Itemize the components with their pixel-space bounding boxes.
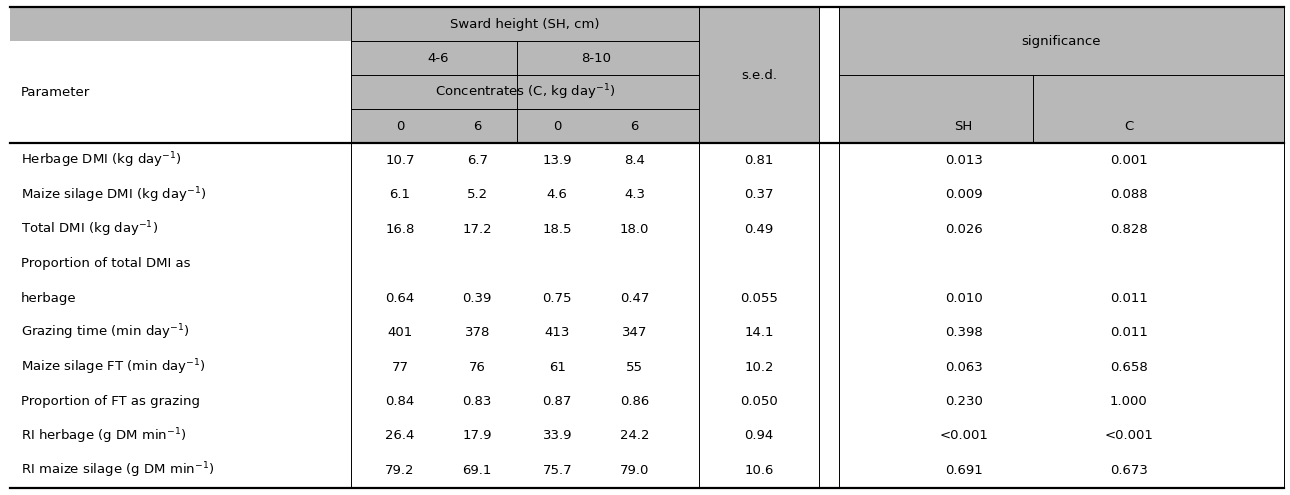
Text: 0.673: 0.673 (1109, 464, 1148, 477)
Text: 10.2: 10.2 (744, 360, 774, 374)
Text: Total DMI (kg day$^{-1}$): Total DMI (kg day$^{-1}$) (21, 219, 157, 239)
Text: 0.658: 0.658 (1109, 360, 1148, 374)
Text: 18.0: 18.0 (620, 223, 649, 236)
Bar (10, 7, 351, 42)
Text: 79.2: 79.2 (386, 464, 414, 477)
Text: 0.81: 0.81 (744, 154, 774, 167)
Text: 0.063: 0.063 (944, 360, 983, 374)
Text: Proportion of total DMI as: Proportion of total DMI as (21, 257, 190, 270)
Text: 55: 55 (626, 360, 644, 374)
Text: 0.013: 0.013 (944, 154, 983, 167)
Text: 347: 347 (622, 326, 648, 339)
Text: 0.050: 0.050 (740, 395, 778, 408)
Text: 0.026: 0.026 (944, 223, 983, 236)
Text: 8-10: 8-10 (580, 52, 611, 65)
Text: 10.7: 10.7 (386, 154, 414, 167)
Bar (351, 109, 699, 143)
Text: 5.2: 5.2 (467, 189, 488, 201)
Text: 69.1: 69.1 (463, 464, 491, 477)
Text: 4.3: 4.3 (624, 189, 645, 201)
Text: SH: SH (955, 120, 973, 133)
Text: 0.011: 0.011 (1109, 292, 1148, 305)
Text: 0.64: 0.64 (386, 292, 414, 305)
Bar (838, 42, 1284, 75)
Text: RI maize silage (g DM min$^{-1}$): RI maize silage (g DM min$^{-1}$) (21, 460, 214, 480)
Text: significance: significance (1022, 35, 1100, 48)
Text: 4.6: 4.6 (547, 189, 568, 201)
Text: 17.9: 17.9 (463, 430, 491, 443)
Text: 0: 0 (396, 120, 404, 133)
Text: 16.8: 16.8 (386, 223, 414, 236)
Text: 0.37: 0.37 (744, 189, 774, 201)
Text: Grazing time (min day$^{-1}$): Grazing time (min day$^{-1}$) (21, 323, 190, 343)
Bar (699, 7, 819, 143)
Text: Maize silage FT (min day$^{-1}$): Maize silage FT (min day$^{-1}$) (21, 357, 205, 377)
Text: 10.6: 10.6 (744, 464, 774, 477)
Text: 0.230: 0.230 (944, 395, 983, 408)
Text: 0.088: 0.088 (1109, 189, 1148, 201)
Text: Herbage DMI (kg day$^{-1}$): Herbage DMI (kg day$^{-1}$) (21, 150, 181, 170)
Text: 6.1: 6.1 (390, 189, 410, 201)
Text: 0: 0 (553, 120, 561, 133)
Text: 6: 6 (473, 120, 481, 133)
Text: 14.1: 14.1 (744, 326, 774, 339)
Text: 13.9: 13.9 (543, 154, 571, 167)
Text: 75.7: 75.7 (543, 464, 571, 477)
Text: 0.83: 0.83 (463, 395, 491, 408)
Text: 26.4: 26.4 (386, 430, 414, 443)
Bar (838, 7, 1284, 42)
Text: s.e.d.: s.e.d. (742, 69, 777, 82)
Text: Proportion of FT as grazing: Proportion of FT as grazing (21, 395, 200, 408)
Text: 33.9: 33.9 (543, 430, 571, 443)
Text: 4-6: 4-6 (428, 52, 449, 65)
Text: 0.010: 0.010 (944, 292, 983, 305)
Text: 0.009: 0.009 (944, 189, 983, 201)
Text: 18.5: 18.5 (543, 223, 571, 236)
Text: Parameter: Parameter (21, 86, 90, 99)
Text: 8.4: 8.4 (624, 154, 645, 167)
Text: 0.84: 0.84 (386, 395, 414, 408)
Text: 0.94: 0.94 (744, 430, 774, 443)
Bar (351, 42, 699, 75)
Text: herbage: herbage (21, 292, 76, 305)
Text: <0.001: <0.001 (1104, 430, 1153, 443)
Text: 76: 76 (468, 360, 486, 374)
Text: Maize silage DMI (kg day$^{-1}$): Maize silage DMI (kg day$^{-1}$) (21, 185, 206, 204)
Bar (838, 75, 1284, 109)
Text: 413: 413 (544, 326, 570, 339)
Text: 0.828: 0.828 (1109, 223, 1148, 236)
Text: 0.691: 0.691 (944, 464, 983, 477)
Text: <0.001: <0.001 (939, 430, 988, 443)
Text: 6: 6 (631, 120, 639, 133)
Text: 401: 401 (387, 326, 413, 339)
Text: 0.86: 0.86 (620, 395, 649, 408)
Text: C: C (1124, 120, 1134, 133)
Text: 61: 61 (548, 360, 566, 374)
Text: 77: 77 (391, 360, 409, 374)
Text: 0.87: 0.87 (543, 395, 571, 408)
Text: 6.7: 6.7 (467, 154, 488, 167)
Text: 0.47: 0.47 (620, 292, 649, 305)
Bar (838, 109, 1284, 143)
Text: 0.39: 0.39 (463, 292, 491, 305)
Bar (351, 7, 699, 42)
Text: 0.055: 0.055 (740, 292, 778, 305)
Text: RI herbage (g DM min$^{-1}$): RI herbage (g DM min$^{-1}$) (21, 426, 186, 446)
Text: 0.398: 0.398 (944, 326, 983, 339)
Text: 1.000: 1.000 (1109, 395, 1148, 408)
Text: 0.011: 0.011 (1109, 326, 1148, 339)
Text: 17.2: 17.2 (463, 223, 491, 236)
Text: Sward height (SH, cm): Sward height (SH, cm) (450, 18, 600, 31)
Text: 378: 378 (464, 326, 490, 339)
Text: 0.75: 0.75 (543, 292, 571, 305)
Text: Concentrates (C, kg day$^{-1}$): Concentrates (C, kg day$^{-1}$) (435, 83, 615, 102)
Bar (351, 75, 699, 109)
Text: 0.001: 0.001 (1109, 154, 1148, 167)
Text: 79.0: 79.0 (620, 464, 649, 477)
Text: 24.2: 24.2 (620, 430, 649, 443)
Text: 0.49: 0.49 (744, 223, 774, 236)
